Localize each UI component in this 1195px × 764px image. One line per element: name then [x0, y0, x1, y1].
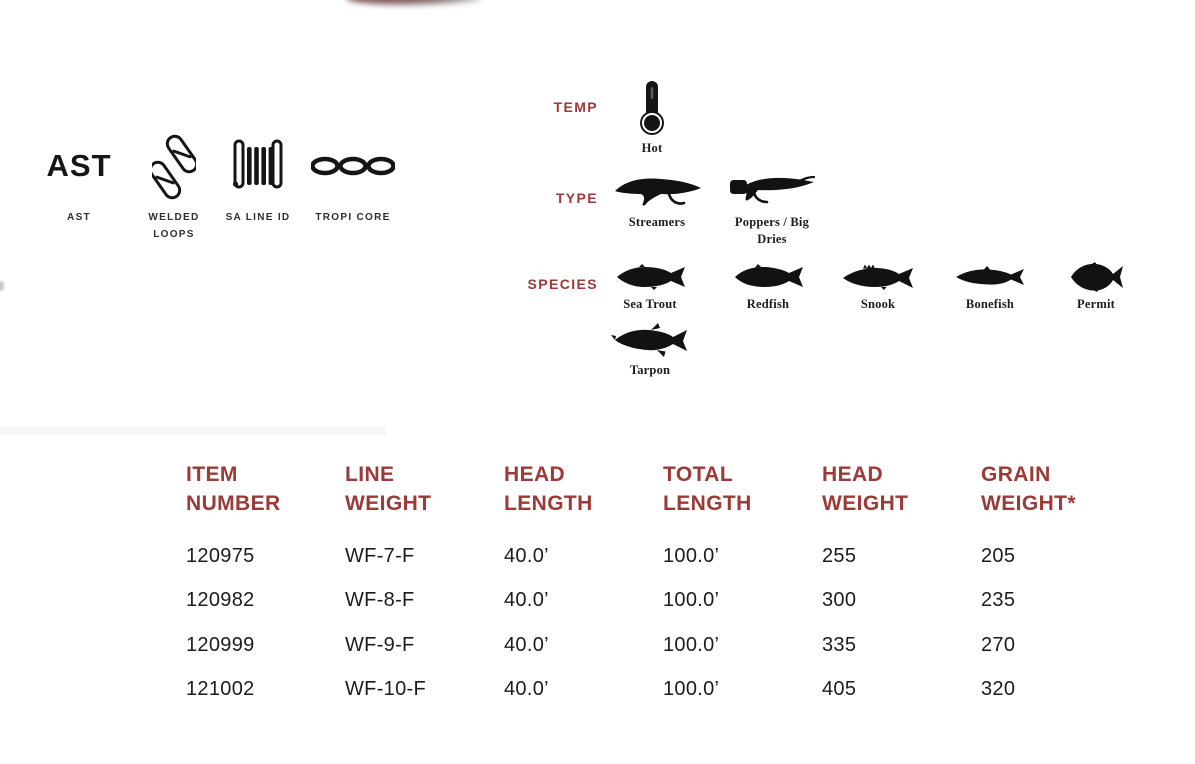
table-row: 120975 WF-7-F 40.0’ 100.0’ 255 205 — [186, 534, 1140, 579]
feature-label: AST — [67, 212, 91, 223]
column-header: ITEM NUMBER — [186, 463, 281, 515]
species-caption: Redfish — [746, 297, 790, 311]
grain-weight-cell: 205 — [981, 544, 1016, 567]
line-weight-cell: WF-9-F — [345, 633, 415, 656]
snook-icon — [841, 262, 915, 292]
table-row: 120999 WF-9-F 40.0’ 100.0’ 335 270 — [186, 623, 1140, 668]
table-row: 120982 WF-8-F 40.0’ 100.0’ 300 235 — [186, 579, 1140, 624]
total-length-cell: 100.0’ — [663, 544, 720, 567]
type-item-streamers: Streamers — [602, 172, 712, 231]
item-number-cell: 120975 — [186, 544, 255, 567]
redfish-icon — [731, 262, 805, 292]
species-caption: Permit — [1077, 297, 1115, 311]
species-caption: Tarpon — [629, 363, 671, 377]
section-divider — [0, 426, 386, 435]
head-weight-cell: 405 — [822, 678, 857, 701]
species-item-permit: Permit — [1052, 262, 1140, 313]
feature-label: TROPI CORE — [315, 212, 391, 223]
species-section-label: SPECIES — [527, 276, 598, 292]
temp-item-hot: Hot — [612, 80, 692, 157]
line-weight-cell: WF-8-F — [345, 589, 415, 612]
feature-sa-line-id: SA LINE ID — [222, 128, 294, 227]
temp-section-label: TEMP — [553, 99, 598, 115]
temp-caption: Hot — [641, 141, 663, 155]
head-length-cell: 40.0’ — [504, 633, 549, 656]
popper-fly-icon — [728, 172, 816, 210]
species-caption: Snook — [860, 297, 896, 311]
sa-line-id-icon — [232, 128, 284, 204]
column-header: HEAD LENGTH — [504, 463, 593, 515]
item-number-cell: 120999 — [186, 633, 255, 656]
head-length-cell: 40.0’ — [504, 589, 549, 612]
head-length-cell: 40.0’ — [504, 544, 549, 567]
item-number-cell: 121002 — [186, 678, 255, 701]
type-caption: Poppers / Big Dries — [734, 215, 810, 246]
ast-text-logo: AST — [47, 128, 112, 204]
bonefish-icon — [954, 262, 1026, 292]
streamer-fly-icon — [611, 172, 703, 210]
welded-loops-icon — [152, 128, 196, 204]
total-length-cell: 100.0’ — [663, 589, 720, 612]
type-item-poppers: Poppers / Big Dries — [722, 172, 822, 248]
line-weight-cell: WF-7-F — [345, 544, 415, 567]
species-item-redfish: Redfish — [722, 262, 814, 313]
feature-welded-loops: WELDED LOOPS — [130, 128, 218, 243]
column-header: HEAD WEIGHT — [822, 463, 909, 515]
species-item-snook: Snook — [832, 262, 924, 313]
thermometer-icon — [638, 80, 666, 136]
head-weight-cell: 300 — [822, 589, 857, 612]
tarpon-icon — [611, 322, 689, 358]
grain-weight-cell: 235 — [981, 589, 1016, 612]
spec-table-header: ITEM NUMBER LINE WEIGHT HEAD LENGTH TOTA… — [186, 460, 1140, 518]
column-header: TOTAL LENGTH — [663, 463, 752, 515]
feature-label: SA LINE ID — [225, 212, 291, 223]
type-section-label: TYPE — [555, 190, 598, 206]
species-item-tarpon: Tarpon — [600, 322, 700, 379]
species-caption: Sea Trout — [623, 297, 677, 311]
item-number-cell: 120982 — [186, 589, 255, 612]
grain-weight-cell: 270 — [981, 633, 1016, 656]
ast-logo-text: AST — [46, 148, 112, 183]
table-row: 121002 WF-10-F 40.0’ 100.0’ 405 320 — [186, 668, 1140, 713]
tropi-core-icon — [311, 128, 395, 204]
species-item-sea-trout: Sea Trout — [600, 262, 700, 313]
grain-weight-cell: 320 — [981, 678, 1016, 701]
species-caption: Bonefish — [965, 297, 1015, 311]
permit-icon — [1067, 262, 1125, 292]
spec-table-body: 120975 WF-7-F 40.0’ 100.0’ 255 205 12098… — [186, 534, 1140, 712]
head-weight-cell: 255 — [822, 544, 857, 567]
species-item-bonefish: Bonefish — [942, 262, 1038, 313]
sea-trout-icon — [613, 262, 687, 292]
feature-tropi-core: TROPI CORE — [298, 128, 408, 227]
column-header: LINE WEIGHT — [345, 463, 432, 515]
total-length-cell: 100.0’ — [663, 633, 720, 656]
feature-label: WELDED LOOPS — [148, 212, 200, 240]
total-length-cell: 100.0’ — [663, 678, 720, 701]
page-edge-artifact — [0, 281, 4, 291]
line-weight-cell: WF-10-F — [345, 678, 426, 701]
spec-table: ITEM NUMBER LINE WEIGHT HEAD LENGTH TOTA… — [186, 460, 1140, 712]
type-caption: Streamers — [628, 215, 686, 229]
head-length-cell: 40.0’ — [504, 678, 549, 701]
feature-ast: AST AST — [28, 128, 130, 227]
column-header: GRAIN WEIGHT* — [981, 463, 1076, 515]
head-weight-cell: 335 — [822, 633, 857, 656]
cropped-product-image-edge — [346, 0, 484, 6]
